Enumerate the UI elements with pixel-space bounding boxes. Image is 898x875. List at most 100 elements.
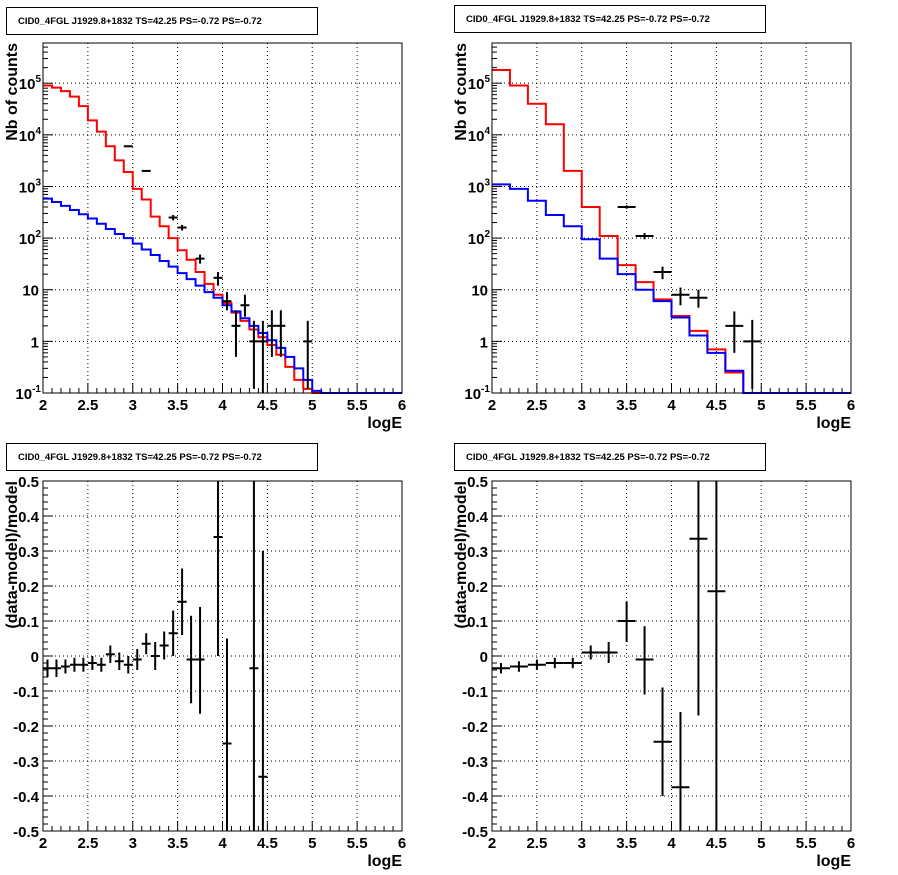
y-tick-label: 10-1 — [15, 384, 41, 403]
title-box — [6, 443, 318, 471]
data-point — [249, 320, 259, 389]
x-tick-label: 4 — [667, 397, 676, 414]
data-point — [195, 254, 205, 264]
x-tick-label: 3 — [129, 835, 137, 852]
x-tick-label: 4.5 — [706, 397, 727, 414]
y-tick-label: 104 — [468, 126, 491, 145]
y-tick-label: -0.3 — [13, 754, 39, 771]
x-tick-label: 6 — [847, 835, 855, 852]
data-point — [635, 233, 654, 240]
data-point — [60, 659, 70, 674]
x-tick-label: 4 — [218, 835, 227, 852]
y-tick-label: 0.3 — [467, 544, 488, 561]
y-tick-label: 0.2 — [467, 579, 488, 596]
x-tick-label: 2.5 — [77, 835, 98, 852]
x-tick-label: 5.5 — [347, 835, 368, 852]
data-point — [527, 659, 546, 670]
chart-title: CID0_4FGL J1929.8+1832 TS=42.25 PS=-0.72… — [466, 14, 710, 25]
plot-frame — [42, 42, 403, 394]
data-point — [96, 657, 106, 672]
data-point — [545, 657, 564, 669]
data-point — [51, 659, 61, 677]
panel-2: CID0_4FGL J1929.8+1832 TS=42.25 PS=-0.72… — [453, 5, 855, 432]
y-tick-label: 102 — [19, 229, 42, 248]
data-point — [87, 656, 97, 670]
x-axis-label: logE — [367, 853, 402, 870]
y-tick-label: 103 — [468, 177, 491, 196]
y-tick-label: -0.5 — [462, 824, 488, 841]
y-tick-label: 0 — [31, 649, 39, 666]
y-tick-label: 102 — [468, 229, 491, 248]
data-point — [599, 642, 618, 663]
data-point — [635, 626, 654, 695]
y-tick-label: -0.5 — [13, 824, 39, 841]
y-tick-label: 10 — [22, 283, 39, 300]
data-point — [276, 310, 286, 357]
x-tick-label: 2 — [39, 835, 47, 852]
title-box — [454, 443, 766, 471]
data-point — [509, 661, 528, 672]
x-tick-label: 3.5 — [616, 835, 637, 852]
y-axis-label: Nb of counts — [4, 43, 21, 141]
data-point — [617, 601, 636, 642]
plot-frame — [491, 42, 852, 394]
x-tick-label: 2 — [488, 397, 496, 414]
x-tick-label: 5.5 — [796, 397, 817, 414]
data-point — [249, 481, 259, 831]
x-tick-label: 2 — [488, 835, 496, 852]
y-tick-label: 0.1 — [18, 614, 39, 631]
y-tick-label: 1 — [480, 334, 488, 351]
panel-4: CID0_4FGL J1929.8+1832 TS=42.25 PS=-0.72… — [453, 443, 855, 870]
histogram-series-2 — [43, 197, 402, 394]
x-tick-label: 2.5 — [526, 835, 547, 852]
chart-title: CID0_4FGL J1929.8+1832 TS=42.25 PS=-0.72… — [466, 452, 710, 463]
data-point — [563, 657, 582, 669]
y-axis-label: Nb of counts — [453, 43, 470, 141]
x-tick-label: 5.5 — [796, 835, 817, 852]
data-point — [689, 289, 708, 308]
data-point — [123, 145, 133, 148]
x-tick-label: 4 — [667, 835, 676, 852]
y-tick-label: -0.2 — [13, 719, 39, 736]
x-axis-label: logE — [367, 415, 402, 432]
data-point — [43, 659, 52, 677]
data-point — [141, 633, 151, 655]
y-tick-label: -0.4 — [462, 789, 489, 806]
x-tick-label: 3.5 — [167, 397, 188, 414]
y-tick-label: 103 — [19, 177, 42, 196]
y-tick-label: -0.1 — [13, 684, 39, 701]
data-point — [150, 642, 160, 670]
y-axis-label: (data-model)/model — [453, 481, 470, 629]
data-point — [258, 551, 268, 831]
histogram-series-1 — [43, 84, 402, 394]
data-point — [159, 631, 169, 660]
x-tick-label: 5.5 — [347, 397, 368, 414]
data-point — [132, 649, 142, 670]
data-point — [222, 292, 232, 311]
data-point — [240, 294, 250, 317]
x-tick-label: 5 — [757, 835, 765, 852]
data-point — [114, 652, 124, 670]
x-tick-label: 5 — [308, 835, 316, 852]
data-point — [78, 657, 88, 672]
data-point — [105, 645, 115, 663]
x-tick-label: 3 — [129, 397, 137, 414]
data-point — [743, 319, 762, 389]
data-point — [707, 481, 726, 831]
data-point — [168, 215, 178, 221]
data-point — [581, 645, 600, 660]
y-tick-label: 0.2 — [18, 579, 39, 596]
y-tick-label: 0.4 — [467, 509, 489, 526]
data-point — [267, 310, 277, 357]
x-tick-label: 4.5 — [706, 835, 727, 852]
x-tick-label: 3.5 — [616, 397, 637, 414]
data-point — [689, 481, 708, 716]
x-tick-label: 4.5 — [257, 397, 278, 414]
y-axis-label: (data-model)/model — [4, 481, 21, 629]
chart-title: CID0_4FGL J1929.8+1832 TS=42.25 PS=-0.72… — [18, 452, 262, 463]
x-axis-label: logE — [816, 853, 851, 870]
data-point — [195, 607, 205, 714]
data-point — [303, 320, 313, 389]
title-box — [6, 7, 318, 35]
